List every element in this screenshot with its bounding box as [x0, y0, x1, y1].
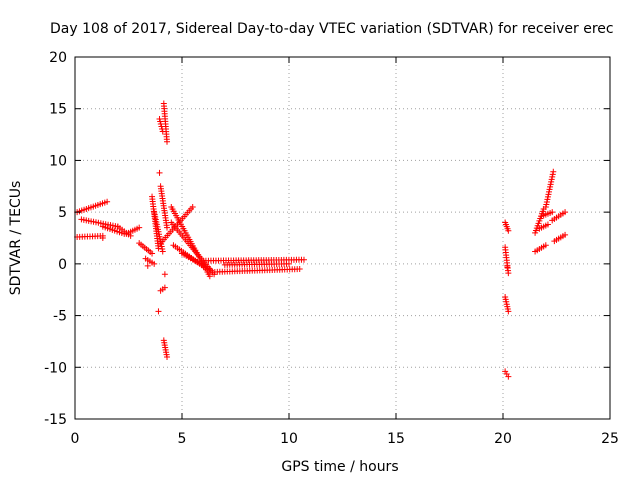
data-point — [543, 198, 550, 205]
y-axis-label: SDTVAR / TECUs — [8, 181, 24, 296]
data-point — [505, 308, 512, 315]
data-point — [161, 284, 168, 291]
x-tick-label: 25 — [601, 431, 619, 447]
data-point — [549, 173, 556, 180]
data-point — [296, 266, 303, 273]
data-point — [286, 260, 292, 267]
data-point — [543, 201, 550, 208]
x-axis-label: GPS time / hours — [281, 459, 398, 475]
chart-title: Day 108 of 2017, Sidereal Day-to-day VTE… — [50, 21, 614, 37]
data-point — [300, 256, 307, 263]
axis-ticks: 0 5 10 15 20 25 -15 -10 -5 0 5 10 15 20 — [44, 50, 619, 447]
x-tick-label: 0 — [71, 431, 80, 447]
data-point — [99, 235, 106, 241]
data-point — [549, 171, 556, 178]
data-point — [544, 221, 551, 228]
x-tick-label: 20 — [494, 431, 512, 447]
y-tick-label: 5 — [58, 205, 67, 221]
data-point — [189, 203, 196, 210]
data-point — [164, 353, 171, 360]
data-point — [545, 191, 552, 198]
data-point — [164, 138, 171, 145]
y-tick-label: 10 — [49, 153, 67, 169]
data-point — [562, 231, 569, 238]
y-tick-label: -10 — [44, 360, 67, 376]
data-points — [74, 100, 569, 380]
data-point — [550, 168, 557, 175]
data-point — [505, 373, 512, 380]
data-point — [562, 209, 569, 216]
y-tick-label: -5 — [53, 309, 67, 325]
data-point — [136, 224, 143, 231]
y-tick-label: 0 — [58, 257, 67, 273]
x-tick-label: 5 — [178, 431, 187, 447]
x-tick-label: 10 — [280, 431, 298, 447]
data-point — [548, 176, 555, 183]
y-tick-label: 20 — [49, 50, 67, 66]
data-point — [549, 209, 556, 216]
data-point — [159, 248, 166, 255]
data-point — [546, 186, 553, 193]
data-point — [161, 271, 168, 278]
data-point — [151, 260, 158, 267]
data-point — [164, 224, 171, 231]
plot-frame — [74, 56, 611, 420]
data-point — [504, 263, 511, 270]
data-point — [144, 262, 151, 269]
data-point — [505, 227, 512, 234]
x-tick-label: 15 — [387, 431, 405, 447]
data-point — [547, 183, 554, 190]
data-point — [542, 203, 549, 210]
y-tick-label: 15 — [49, 102, 67, 118]
data-point — [505, 270, 512, 277]
data-point — [104, 198, 111, 205]
data-point — [544, 193, 551, 200]
data-point — [156, 169, 163, 176]
data-point — [546, 188, 553, 195]
y-tick-label: -15 — [44, 412, 67, 428]
data-point — [542, 242, 549, 249]
data-point — [548, 178, 555, 185]
data-point — [149, 250, 156, 257]
data-point — [544, 196, 551, 203]
data-point — [155, 308, 162, 315]
data-point — [155, 245, 162, 252]
data-point — [547, 181, 554, 188]
